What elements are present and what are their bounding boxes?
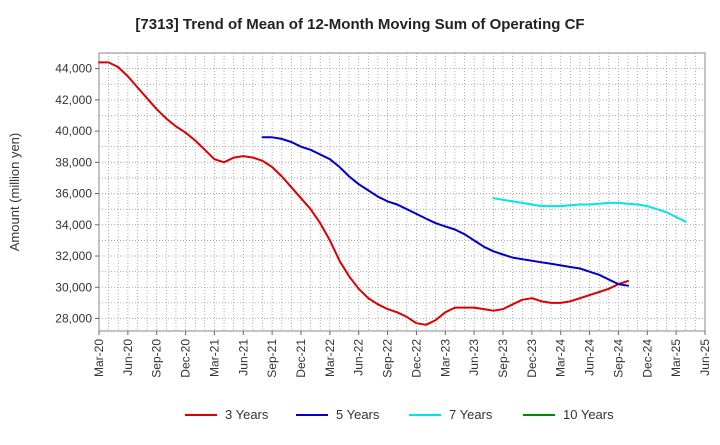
legend-label: 3 Years bbox=[225, 407, 269, 422]
x-tick-label: Mar-22 bbox=[323, 339, 337, 377]
x-tick-label: Mar-21 bbox=[207, 339, 221, 377]
series-lines bbox=[98, 61, 687, 326]
y-tick-label: 40,000 bbox=[55, 124, 92, 138]
plot-frame bbox=[98, 52, 706, 332]
x-tick-label: Sep-20 bbox=[150, 339, 164, 378]
grid bbox=[99, 52, 705, 331]
x-tick-label: Mar-25 bbox=[669, 339, 683, 377]
legend-label: 5 Years bbox=[336, 407, 380, 422]
y-tick-label: 38,000 bbox=[55, 155, 92, 169]
x-tick-label: Mar-24 bbox=[554, 339, 568, 377]
x-tick-label: Sep-21 bbox=[265, 339, 279, 378]
legend-label: 10 Years bbox=[563, 407, 614, 422]
x-tick-label: Dec-24 bbox=[640, 339, 654, 378]
y-tick-label: 28,000 bbox=[55, 312, 92, 326]
x-tick-label: Dec-22 bbox=[409, 339, 423, 378]
x-tick-label: Jun-21 bbox=[236, 339, 250, 376]
x-tick-label: Dec-23 bbox=[525, 339, 539, 378]
legend: 3 Years 5 Years 7 Years 10 Years bbox=[185, 407, 614, 422]
y-tick-label: 36,000 bbox=[55, 187, 92, 201]
y-tick-label: 42,000 bbox=[55, 93, 92, 107]
x-tick-label: Jun-20 bbox=[121, 339, 135, 376]
x-tick-label: Mar-23 bbox=[438, 339, 452, 377]
x-tick-label: Jun-25 bbox=[698, 339, 712, 376]
x-tick-label: Jun-23 bbox=[467, 339, 481, 376]
axes: 28,000 30,000 32,000 34,000 36,000 38,000 40,0… bbox=[55, 52, 712, 378]
y-tick-label: 30,000 bbox=[55, 280, 92, 294]
series-line-5-years bbox=[261, 136, 629, 287]
x-tick-label: Jun-24 bbox=[583, 339, 597, 376]
y-tick-label: 34,000 bbox=[55, 218, 92, 232]
x-tick-label: Jun-22 bbox=[352, 339, 366, 376]
x-tick-label: Dec-20 bbox=[179, 339, 193, 378]
series-line-7-years bbox=[492, 197, 687, 223]
legend-label: 7 Years bbox=[449, 407, 493, 422]
series-line-3-years bbox=[98, 61, 629, 326]
x-tick-label: Mar-20 bbox=[92, 339, 106, 377]
y-tick-label: 44,000 bbox=[55, 62, 92, 76]
x-tick-label: Sep-23 bbox=[496, 339, 510, 378]
x-tick-label: Sep-24 bbox=[611, 339, 625, 378]
y-tick-label: 32,000 bbox=[55, 249, 92, 263]
y-axis-label: Amount (million yen) bbox=[7, 133, 22, 252]
chart-title: [7313] Trend of Mean of 12-Month Moving … bbox=[135, 16, 584, 33]
x-tick-label: Dec-21 bbox=[294, 339, 308, 378]
x-tick-label: Sep-22 bbox=[381, 339, 395, 378]
